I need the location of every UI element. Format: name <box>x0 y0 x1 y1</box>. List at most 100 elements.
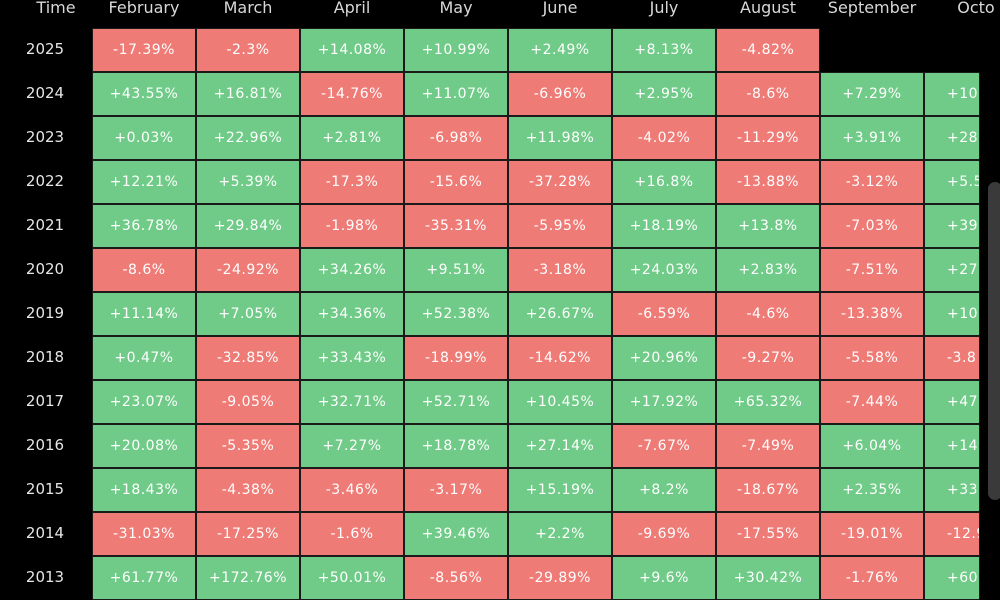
return-cell-2014-march: -17.25% <box>196 512 300 556</box>
return-cell-2013-march: +172.76% <box>196 556 300 600</box>
return-cell-2013-august: +30.42% <box>716 556 820 600</box>
return-cell-2016-september: +6.04% <box>820 424 924 468</box>
return-cell-2018-august: -9.27% <box>716 336 820 380</box>
return-cell-2015-march: -4.38% <box>196 468 300 512</box>
return-cell-2023-octo: +28.5 <box>924 116 980 160</box>
return-cell-2025-february: -17.39% <box>92 28 196 72</box>
year-label-2017: 2017 <box>25 392 65 410</box>
return-cell-2013-september: -1.76% <box>820 556 924 600</box>
return-cell-2023-june: +11.98% <box>508 116 612 160</box>
return-cell-2022-april: -17.3% <box>300 160 404 204</box>
year-label-2020: 2020 <box>25 260 65 278</box>
return-cell-2016-octo: +14.7 <box>924 424 980 468</box>
return-cell-2020-february: -8.6% <box>92 248 196 292</box>
return-cell-2024-february: +43.55% <box>92 72 196 116</box>
return-cell-2015-july: +8.2% <box>612 468 716 512</box>
return-cell-2021-octo: +39.9 <box>924 204 980 248</box>
return-cell-2016-february: +20.08% <box>92 424 196 468</box>
return-cell-2021-june: -5.95% <box>508 204 612 248</box>
return-cell-2024-may: +11.07% <box>404 72 508 116</box>
return-cell-2017-april: +32.71% <box>300 380 404 424</box>
return-cell-2015-june: +15.19% <box>508 468 612 512</box>
month-header-february: February <box>108 0 180 17</box>
return-cell-2025-april: +14.08% <box>300 28 404 72</box>
return-cell-2021-july: +18.19% <box>612 204 716 248</box>
return-cell-2018-july: +20.96% <box>612 336 716 380</box>
year-label-2024: 2024 <box>25 84 65 102</box>
return-cell-2021-august: +13.8% <box>716 204 820 248</box>
return-cell-2018-march: -32.85% <box>196 336 300 380</box>
return-cell-2025-march: -2.3% <box>196 28 300 72</box>
return-cell-2022-august: -13.88% <box>716 160 820 204</box>
return-cell-2017-february: +23.07% <box>92 380 196 424</box>
return-cell-2017-may: +52.71% <box>404 380 508 424</box>
return-cell-2025-july: +8.13% <box>612 28 716 72</box>
return-cell-2016-august: -7.49% <box>716 424 820 468</box>
month-header-july: July <box>649 0 679 17</box>
scrollbar-thumb[interactable] <box>988 182 1000 500</box>
return-cell-2014-may: +39.46% <box>404 512 508 556</box>
return-cell-2022-february: +12.21% <box>92 160 196 204</box>
return-cell-2023-august: -11.29% <box>716 116 820 160</box>
return-cell-2019-april: +34.36% <box>300 292 404 336</box>
return-cell-2018-may: -18.99% <box>404 336 508 380</box>
month-header-may: May <box>439 0 473 17</box>
return-cell-2015-octo: +33.4 <box>924 468 980 512</box>
return-cell-2014-april: -1.6% <box>300 512 404 556</box>
return-cell-2022-july: +16.8% <box>612 160 716 204</box>
return-cell-2019-octo: +10.1 <box>924 292 980 336</box>
return-cell-2014-july: -9.69% <box>612 512 716 556</box>
return-cell-2020-august: +2.83% <box>716 248 820 292</box>
month-header-april: April <box>333 0 371 17</box>
return-cell-2023-march: +22.96% <box>196 116 300 160</box>
return-cell-2015-september: +2.35% <box>820 468 924 512</box>
year-label-2014: 2014 <box>25 524 65 542</box>
year-label-2022: 2022 <box>25 172 65 190</box>
return-cell-2013-july: +9.6% <box>612 556 716 600</box>
return-cell-2014-february: -31.03% <box>92 512 196 556</box>
return-cell-2024-september: +7.29% <box>820 72 924 116</box>
return-cell-2015-august: -18.67% <box>716 468 820 512</box>
return-cell-2018-octo: -3.8 <box>924 336 980 380</box>
return-cell-2014-june: +2.2% <box>508 512 612 556</box>
return-cell-2019-may: +52.38% <box>404 292 508 336</box>
year-label-2016: 2016 <box>25 436 65 454</box>
return-cell-2019-february: +11.14% <box>92 292 196 336</box>
return-cell-2019-june: +26.67% <box>508 292 612 336</box>
return-cell-2024-april: -14.76% <box>300 72 404 116</box>
return-cell-2019-august: -4.6% <box>716 292 820 336</box>
return-cell-2024-june: -6.96% <box>508 72 612 116</box>
return-cell-2022-march: +5.39% <box>196 160 300 204</box>
return-cell-2022-may: -15.6% <box>404 160 508 204</box>
return-cell-2017-august: +65.32% <box>716 380 820 424</box>
return-cell-2014-september: -19.01% <box>820 512 924 556</box>
return-cell-2015-april: -3.46% <box>300 468 404 512</box>
return-cell-2021-september: -7.03% <box>820 204 924 248</box>
return-cell-2025-may: +10.99% <box>404 28 508 72</box>
return-cell-2020-may: +9.51% <box>404 248 508 292</box>
return-cell-2013-april: +50.01% <box>300 556 404 600</box>
year-label-2023: 2023 <box>25 128 65 146</box>
year-label-2013: 2013 <box>25 568 65 586</box>
return-cell-2024-july: +2.95% <box>612 72 716 116</box>
return-cell-2018-february: +0.47% <box>92 336 196 380</box>
return-cell-2014-octo: -12.9 <box>924 512 980 556</box>
month-header-august: August <box>740 0 796 17</box>
month-header-march: March <box>223 0 273 17</box>
return-cell-2013-february: +61.77% <box>92 556 196 600</box>
return-cell-2025-august: -4.82% <box>716 28 820 72</box>
return-cell-2018-september: -5.58% <box>820 336 924 380</box>
return-cell-2019-july: -6.59% <box>612 292 716 336</box>
year-label-2021: 2021 <box>25 216 65 234</box>
return-cell-2017-june: +10.45% <box>508 380 612 424</box>
return-cell-2025-june: +2.49% <box>508 28 612 72</box>
return-cell-2018-june: -14.62% <box>508 336 612 380</box>
return-cell-2015-may: -3.17% <box>404 468 508 512</box>
return-cell-2023-september: +3.91% <box>820 116 924 160</box>
return-cell-2016-april: +7.27% <box>300 424 404 468</box>
year-label-2019: 2019 <box>25 304 65 322</box>
time-column-header: Time <box>36 0 76 17</box>
return-cell-2023-may: -6.98% <box>404 116 508 160</box>
return-cell-2016-may: +18.78% <box>404 424 508 468</box>
return-cell-2022-september: -3.12% <box>820 160 924 204</box>
